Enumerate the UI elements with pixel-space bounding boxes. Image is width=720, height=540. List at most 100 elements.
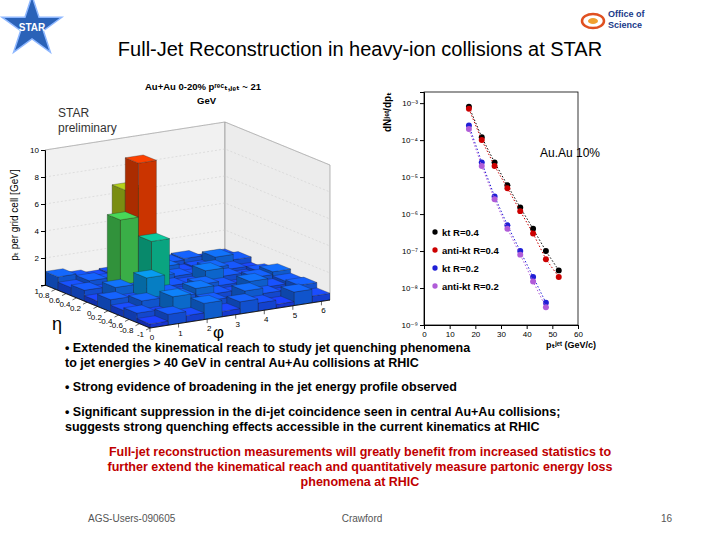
- legend-marker: [432, 247, 437, 252]
- tick-mark: [501, 325, 502, 329]
- bar-top: [281, 284, 312, 292]
- logo-text: Office of: [608, 9, 646, 19]
- bullet-list: • Extended the kinematical reach to stud…: [65, 341, 560, 434]
- data-point: [543, 256, 549, 262]
- bar-top: [155, 306, 186, 314]
- wall-grid-line: [45, 149, 330, 192]
- logo-text: Science: [608, 20, 642, 30]
- tick: 10⁻⁸: [402, 284, 425, 293]
- tick-label: 10⁻³: [402, 99, 418, 108]
- data-point: [466, 106, 472, 112]
- bar-top: [227, 294, 258, 302]
- tick-label: 5: [293, 311, 298, 320]
- tick: 10: [30, 146, 45, 155]
- tick-label: 50: [548, 330, 557, 339]
- bar-top: [138, 233, 169, 241]
- bar-top: [125, 155, 156, 163]
- x-axis: 0102030405060: [422, 325, 583, 339]
- tick: 4: [35, 227, 45, 236]
- bullet-text: to jet energies > 40 GeV in central Au+A…: [65, 356, 419, 370]
- tick-mark: [115, 315, 119, 317]
- tick-mark: [83, 302, 87, 304]
- axis-line: [420, 93, 425, 326]
- tick-label: 10: [30, 146, 39, 155]
- tick-label: 10⁻⁶: [402, 210, 418, 219]
- bar-front: [204, 301, 222, 320]
- tick-label: 8: [35, 173, 40, 182]
- phi-axis: 0123456: [150, 300, 330, 342]
- logo-star: [2, 0, 62, 52]
- axis-title: pₜ per grid cell [GeV]: [9, 169, 20, 261]
- tick-mark: [420, 177, 424, 178]
- legend-label: kt R=0.2: [442, 263, 479, 274]
- tick: 0: [422, 325, 427, 339]
- tick-label: 10⁻⁷: [402, 247, 418, 256]
- axis-title: dNʲᵉᵗ/dpₜ: [382, 92, 393, 132]
- tick-mark: [578, 325, 579, 329]
- tick-label: 3: [235, 320, 240, 329]
- tick-label: 4: [264, 315, 269, 324]
- tick-mark: [178, 324, 179, 328]
- tick-mark: [321, 301, 322, 305]
- tick: 40: [523, 325, 532, 339]
- annotation: Au.Au 10%: [540, 146, 600, 160]
- bullet-text: • Significant suppression in the di-jet …: [65, 405, 560, 419]
- data-point: [530, 279, 536, 285]
- data-point: [479, 163, 485, 169]
- data-point: [504, 226, 510, 232]
- data-point: [543, 304, 549, 310]
- tick-mark: [235, 315, 236, 319]
- bar-top: [129, 293, 160, 301]
- tick-mark: [420, 140, 424, 141]
- tick: 30: [497, 325, 506, 339]
- tick-label: 10⁻⁵: [402, 173, 418, 182]
- tick-mark: [62, 294, 66, 296]
- bar-top: [45, 269, 76, 277]
- data-point: [492, 196, 498, 202]
- star-logo: STAR: [2, 0, 62, 52]
- tick-mark: [41, 285, 45, 287]
- bar-top: [71, 282, 102, 290]
- logo-swirl: [588, 18, 598, 24]
- plot-marks: [466, 104, 562, 311]
- tick-mark: [41, 177, 45, 178]
- axis-line: [41, 151, 46, 286]
- bar-top: [260, 264, 291, 272]
- bar-top: [134, 270, 165, 278]
- tick: 10⁻⁵: [402, 173, 424, 182]
- tick: 10⁻⁴: [401, 136, 424, 145]
- summary: Full-jet reconstruction measurements wil…: [107, 445, 612, 489]
- eta-axis: 10.80.60.40.20-0.2-0.4-0.6-0.8-1: [35, 285, 150, 339]
- tick-label: 20: [471, 330, 480, 339]
- office-logo: Office ofScience: [582, 9, 646, 30]
- footer-text: 16: [661, 513, 673, 524]
- bar-top: [98, 292, 129, 300]
- summary-text: further extend the kinematical reach and…: [107, 460, 612, 474]
- tick-mark: [420, 288, 424, 289]
- tick: 20: [471, 325, 480, 339]
- data-point: [543, 248, 549, 254]
- tick-label: 6: [35, 200, 40, 209]
- tick-mark: [73, 298, 77, 300]
- tick: 8: [35, 173, 45, 182]
- series-line: [469, 125, 546, 302]
- data-point: [530, 230, 536, 236]
- footer-text: AGS-Users-090605: [88, 513, 176, 524]
- tick-mark: [424, 325, 425, 329]
- tick-mark: [420, 214, 424, 215]
- plot-title: Au+Au 0-20% pʳᵉᶜₜ,ⱼₑₜ ~ 21: [145, 81, 262, 92]
- tick-label: 30: [497, 330, 506, 339]
- tick-mark: [475, 325, 476, 329]
- bar-top: [124, 305, 155, 313]
- data-point: [504, 185, 510, 191]
- tick-mark: [104, 311, 108, 313]
- bar-top: [202, 249, 233, 257]
- wall-grid-line: [45, 122, 330, 165]
- lego-bars: [45, 155, 330, 328]
- bullet-text: suggests strong quenching effects access…: [65, 420, 539, 434]
- tick-mark: [41, 150, 45, 151]
- data-point: [556, 267, 562, 273]
- legend-label: anti-kt R=0.2: [442, 281, 499, 292]
- data-point: [517, 208, 523, 214]
- legend-marker: [432, 283, 437, 288]
